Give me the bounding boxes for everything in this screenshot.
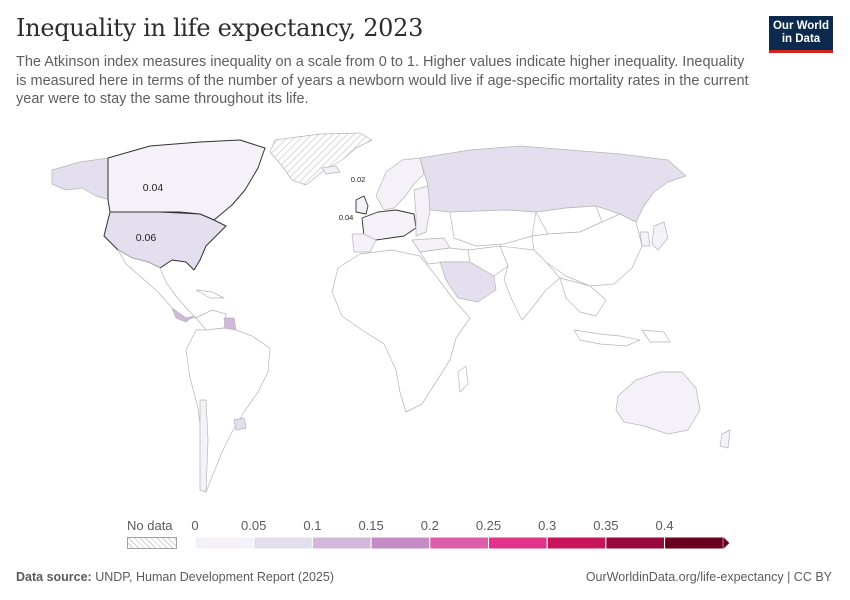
korea-region[interactable] (639, 231, 651, 247)
no-data-swatch (127, 537, 177, 549)
usa-value-label: 0.06 (136, 232, 157, 244)
south-asia-region[interactable] (499, 245, 561, 321)
western-europe-region[interactable] (361, 209, 417, 241)
legend-bar (194, 536, 730, 550)
central-asia-region[interactable] (449, 209, 537, 247)
iran-region[interactable] (467, 245, 509, 277)
southeast-asia-region[interactable] (559, 277, 607, 317)
legend-bin[interactable] (664, 536, 724, 550)
source-url-link[interactable]: OurWorldinData.org/life-expectancy | CC … (585, 570, 832, 584)
legend-bin[interactable] (605, 536, 666, 550)
logo-line-2: in Data (781, 33, 821, 45)
chile-region[interactable] (199, 399, 209, 493)
legend-tick-label: 0 (191, 518, 199, 533)
legend-arrow (723, 537, 730, 549)
data-source-label: Data source: (16, 570, 92, 584)
eastern-europe-region[interactable] (413, 185, 431, 237)
logo-line-1: Our World (772, 20, 829, 32)
canada-value-label: 0.04 (143, 182, 164, 194)
iberia-region[interactable] (351, 233, 377, 253)
world-map[interactable]: 0.04 0.06 0.02 0.04 (0, 118, 850, 513)
legend-tick-label: 0.05 (241, 518, 267, 533)
legend-bin[interactable] (370, 536, 431, 550)
new-zealand-region[interactable] (719, 429, 731, 449)
mexico-region[interactable] (117, 249, 197, 319)
legend-tick-label: 0.4 (655, 518, 674, 533)
chart-title: Inequality in life expectancy, 2023 (16, 14, 424, 42)
caribbean-region[interactable] (195, 289, 225, 299)
data-source: Data source: UNDP, Human Development Rep… (16, 570, 334, 584)
north-europe-value-label: 0.02 (351, 175, 366, 184)
alaska-region[interactable] (51, 157, 111, 201)
china-region[interactable] (531, 213, 643, 287)
australia-region[interactable] (615, 371, 701, 435)
data-source-text: UNDP, Human Development Report (2025) (95, 570, 334, 584)
africa-region[interactable] (331, 249, 471, 413)
legend-tick-label: 0.35 (593, 518, 619, 533)
west-europe-value-label: 0.04 (339, 213, 354, 222)
japan-region[interactable] (651, 221, 669, 251)
chart-subtitle: The Atkinson index measures inequality o… (16, 54, 749, 107)
legend-tick-label: 0.25 (475, 518, 502, 533)
canada-region[interactable] (107, 139, 266, 221)
south-america-region[interactable] (185, 327, 271, 493)
no-data-label: No data (127, 518, 173, 533)
legend-bin[interactable] (546, 536, 607, 550)
legend-tick-label: 0.3 (538, 518, 557, 533)
uk-region[interactable] (355, 195, 369, 215)
central-america-region[interactable] (171, 307, 195, 323)
legend-bin[interactable] (488, 536, 548, 550)
legend-tick-label: 0.1 (303, 518, 322, 533)
new-guinea-region[interactable] (641, 329, 671, 343)
indonesia-region[interactable] (573, 329, 641, 347)
color-legend: No data 0 0.05 0.1 0.15 0.2 0.25 0.3 0.35 0.4 (0, 515, 850, 555)
owid-logo[interactable]: Our World in Data (769, 16, 833, 53)
legend-bin[interactable] (429, 536, 489, 550)
iceland-region[interactable] (321, 165, 341, 175)
greenland-region[interactable] (269, 132, 373, 186)
legend-bin[interactable] (311, 536, 372, 550)
madagascar-region[interactable] (457, 365, 469, 393)
venezuela-region[interactable] (195, 309, 227, 331)
scandinavia-region[interactable] (375, 157, 425, 211)
usa-region[interactable] (103, 211, 227, 271)
legend-tick-label: 0.2 (420, 518, 439, 533)
legend-bin[interactable] (253, 536, 313, 550)
legend-bin[interactable] (194, 536, 255, 550)
legend-tick-label: 0.15 (358, 518, 384, 533)
uruguay-region[interactable] (233, 417, 247, 431)
